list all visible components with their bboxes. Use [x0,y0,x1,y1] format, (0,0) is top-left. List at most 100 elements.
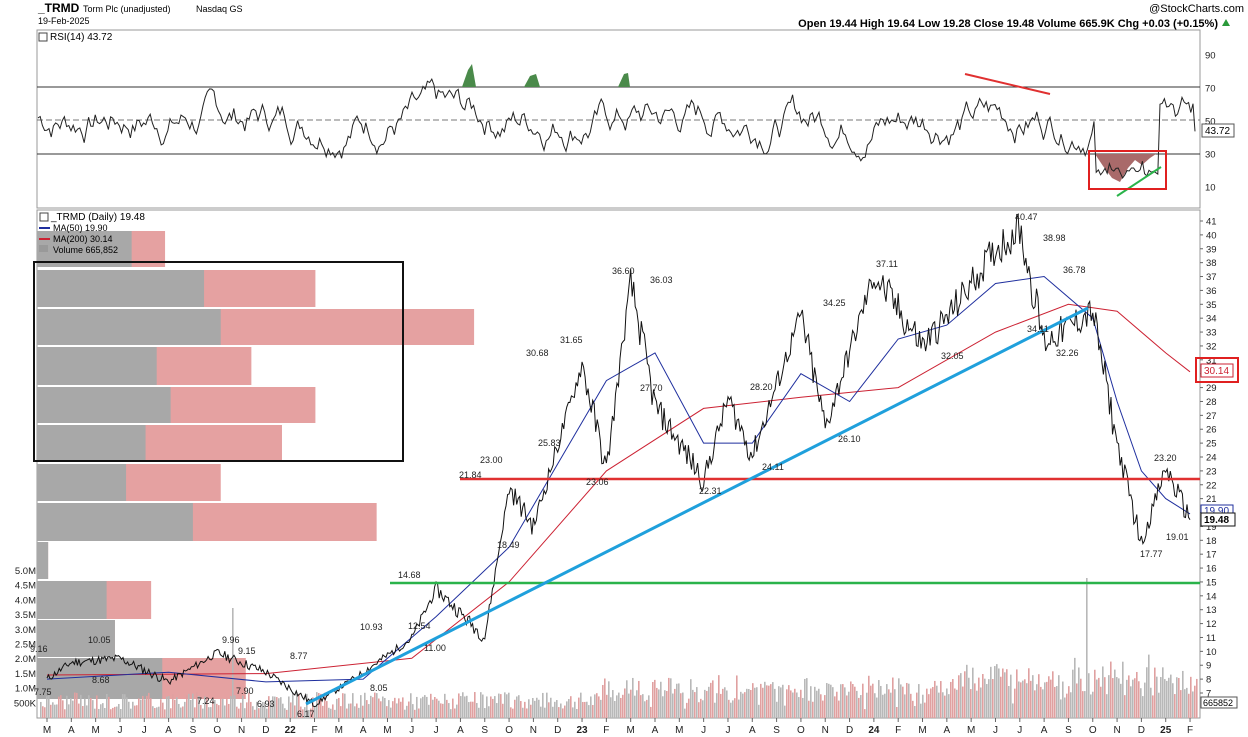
price-annotation: 34.25 [823,298,846,308]
price-panel: 4140393837363534333231302928272625242322… [14,209,1239,719]
volume-bar [104,707,106,718]
volume-bar [350,703,352,718]
volume-bar [1122,661,1124,718]
volume-bar [88,695,90,718]
volume-bar [532,698,534,718]
volume-bar [520,701,522,718]
price-tick-label: 14 [1206,591,1217,602]
price-annotation: 7.24 [197,696,215,706]
volume-bar [992,679,994,718]
volume-bar [810,686,812,718]
price-tick-label: 10 [1206,647,1217,658]
volume-bar [748,689,750,718]
volume-bar [1164,679,1166,718]
volume-bar [200,705,202,718]
volume-tick-label: 4.5M [15,581,36,592]
volume-bar [510,707,512,718]
volume-bar [166,696,168,718]
volume-bar [958,675,960,718]
company-name: Torm Plc (unadjusted) [83,4,171,14]
volume-bar [1120,683,1122,718]
price-annotation: 32.26 [1056,348,1079,358]
volume-bar [982,674,984,718]
x-tick-label: D [1138,725,1145,736]
volume-bar [1150,687,1152,718]
volume-bar [440,703,442,718]
volume-bar [1042,689,1044,718]
volume-bar [330,708,332,718]
volume-bar [86,705,88,718]
volume-bar [1154,667,1156,718]
volume-bar [122,694,124,718]
volume-bar [78,703,80,718]
volume-bar [430,693,432,718]
volume-bar [796,692,798,718]
price-tick-label: 17 [1206,550,1217,561]
volume-bar [1110,661,1112,718]
price-tick-label: 24 [1206,453,1217,464]
ma200-value-label: 30.14 [1204,366,1229,377]
volume-bar [1040,686,1042,718]
volume-bar [344,693,346,718]
volume-bar [604,678,606,718]
rsi-tick-label: 70 [1205,84,1216,95]
price-annotation: 32.05 [941,351,964,361]
volume-bar [124,694,126,718]
volume-bar [986,684,988,718]
volume-bar [584,701,586,718]
volume-bar [934,680,936,718]
volume-bar [96,695,98,718]
volume-bar [424,695,426,718]
volume-bar [602,684,604,718]
x-tick-label: F [1187,725,1193,736]
volume-bar [562,708,564,718]
volume-bar [408,701,410,718]
volume-bar [1024,679,1026,718]
volume-bar [70,698,72,718]
volume-bar [948,694,950,718]
volume-bar [462,692,464,718]
price-tick-label: 36 [1206,286,1217,297]
volume-bar [428,704,430,718]
volume-bar [502,703,504,718]
price-annotation: 31.65 [560,335,583,345]
volume-bar [1092,691,1094,718]
x-tick-label: J [409,725,414,736]
volume-bar [1194,685,1196,718]
volume-bar [938,692,940,718]
volume-bar [362,705,364,718]
volume-tick-label: 3.0M [15,625,36,636]
volume-bar [386,706,388,718]
volume-bar [194,707,196,718]
volume-bar [576,708,578,718]
x-tick-label: J [993,725,998,736]
price-tick-label: 33 [1206,328,1217,339]
volume-bar [334,709,336,718]
volume-bar [174,699,176,718]
volume-bar [434,697,436,718]
volume-bar [212,700,214,718]
price-tick-label: 15 [1206,577,1217,588]
volume-bar [264,702,266,718]
volume-bar [246,702,248,718]
rsi-value-tag [1201,123,1235,138]
price-tick-label: 27 [1206,411,1217,422]
volume-bar [226,697,228,718]
volume-bar [516,696,518,718]
volume-bar [1138,681,1140,718]
vbp-bar-up [37,425,146,461]
ma200-highlight-box [1195,357,1239,383]
volume-bar [640,695,642,718]
price-tick-label: 39 [1206,244,1217,255]
price-tick-label: 19 [1206,522,1217,533]
x-tick-label: J [725,725,730,736]
volume-bar [996,664,998,718]
volume-bar [452,698,454,718]
volume-bar [454,708,456,718]
price-annotation: 17.77 [1140,549,1163,559]
volume-bar [1050,679,1052,718]
volume-bar [880,685,882,718]
volume-bar [664,690,666,718]
volume-bar [874,693,876,718]
price-annotation: 9.96 [222,635,240,645]
